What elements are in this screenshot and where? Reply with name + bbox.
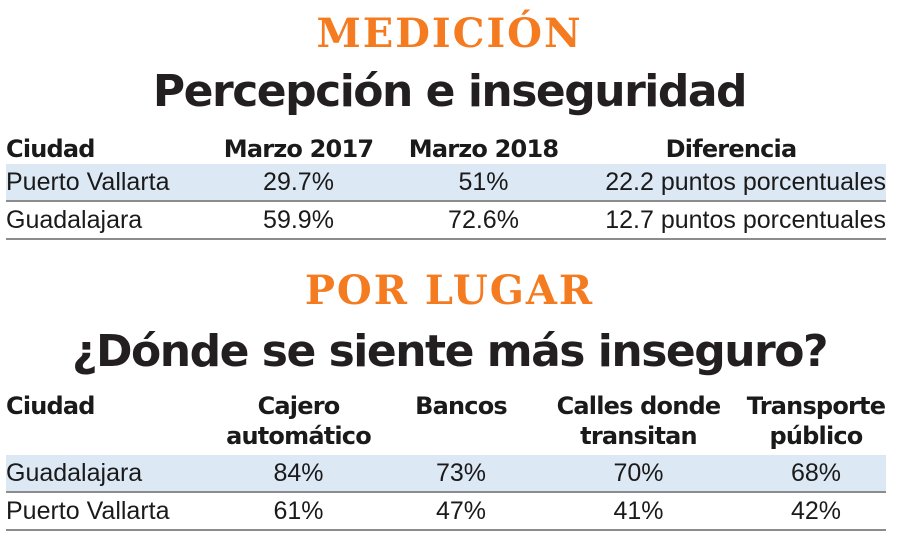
column-header-transporte: Transporte público bbox=[746, 392, 886, 450]
column-header-ciudad: Ciudad bbox=[6, 392, 95, 420]
cell-value: 47% bbox=[391, 492, 531, 531]
section-kicker-por-lugar: POR LUGAR bbox=[304, 267, 595, 314]
section-title-donde: ¿Dónde se siente más inseguro? bbox=[72, 326, 829, 377]
table-header-row: Ciudad Marzo 2017 Marzo 2018 Diferencia bbox=[6, 134, 886, 164]
column-header-cajero: Cajero automático bbox=[226, 392, 372, 450]
cell-value: 84% bbox=[206, 455, 391, 493]
table-row: Puerto Vallarta 61% 47% 41% 42% bbox=[6, 492, 886, 531]
cell-value: 73% bbox=[391, 455, 531, 493]
table-header-row: Ciudad Cajero automático Bancos Calles d… bbox=[6, 391, 886, 455]
column-header-diferencia: Diferencia bbox=[665, 135, 798, 163]
cell-city: Puerto Vallarta bbox=[6, 492, 206, 531]
column-header-marzo-2018: Marzo 2018 bbox=[408, 135, 559, 163]
column-header-ciudad: Ciudad bbox=[6, 135, 95, 163]
cell-difference: 22.2 puntos porcentuales bbox=[576, 164, 886, 202]
cell-value: 51% bbox=[391, 164, 576, 202]
cell-city: Guadalajara bbox=[6, 201, 206, 240]
cell-value: 68% bbox=[746, 455, 886, 493]
column-header-marzo-2017: Marzo 2017 bbox=[223, 135, 374, 163]
cell-value: 61% bbox=[206, 492, 391, 531]
table-row: Puerto Vallarta 29.7% 51% 22.2 puntos po… bbox=[6, 164, 886, 202]
column-header-bancos: Bancos bbox=[415, 392, 508, 420]
cell-city: Puerto Vallarta bbox=[6, 164, 206, 202]
cell-value: 42% bbox=[746, 492, 886, 531]
cell-value: 29.7% bbox=[206, 164, 391, 202]
cell-city: Guadalajara bbox=[6, 455, 206, 493]
table-por-lugar: Ciudad Cajero automático Bancos Calles d… bbox=[6, 391, 886, 531]
cell-value: 70% bbox=[531, 455, 746, 493]
cell-difference: 12.7 puntos porcentuales bbox=[576, 201, 886, 240]
column-header-calles: Calles donde transitan bbox=[556, 392, 722, 450]
cell-value: 72.6% bbox=[391, 201, 576, 240]
table-row: Guadalajara 84% 73% 70% 68% bbox=[6, 455, 886, 493]
table-percepcion: Ciudad Marzo 2017 Marzo 2018 Diferencia … bbox=[6, 134, 886, 240]
cell-value: 41% bbox=[531, 492, 746, 531]
section-title-percepcion: Percepción e inseguridad bbox=[152, 66, 748, 117]
section-kicker-medicion: MEDICIÓN bbox=[316, 10, 583, 57]
cell-value: 59.9% bbox=[206, 201, 391, 240]
table-row: Guadalajara 59.9% 72.6% 12.7 puntos porc… bbox=[6, 201, 886, 240]
